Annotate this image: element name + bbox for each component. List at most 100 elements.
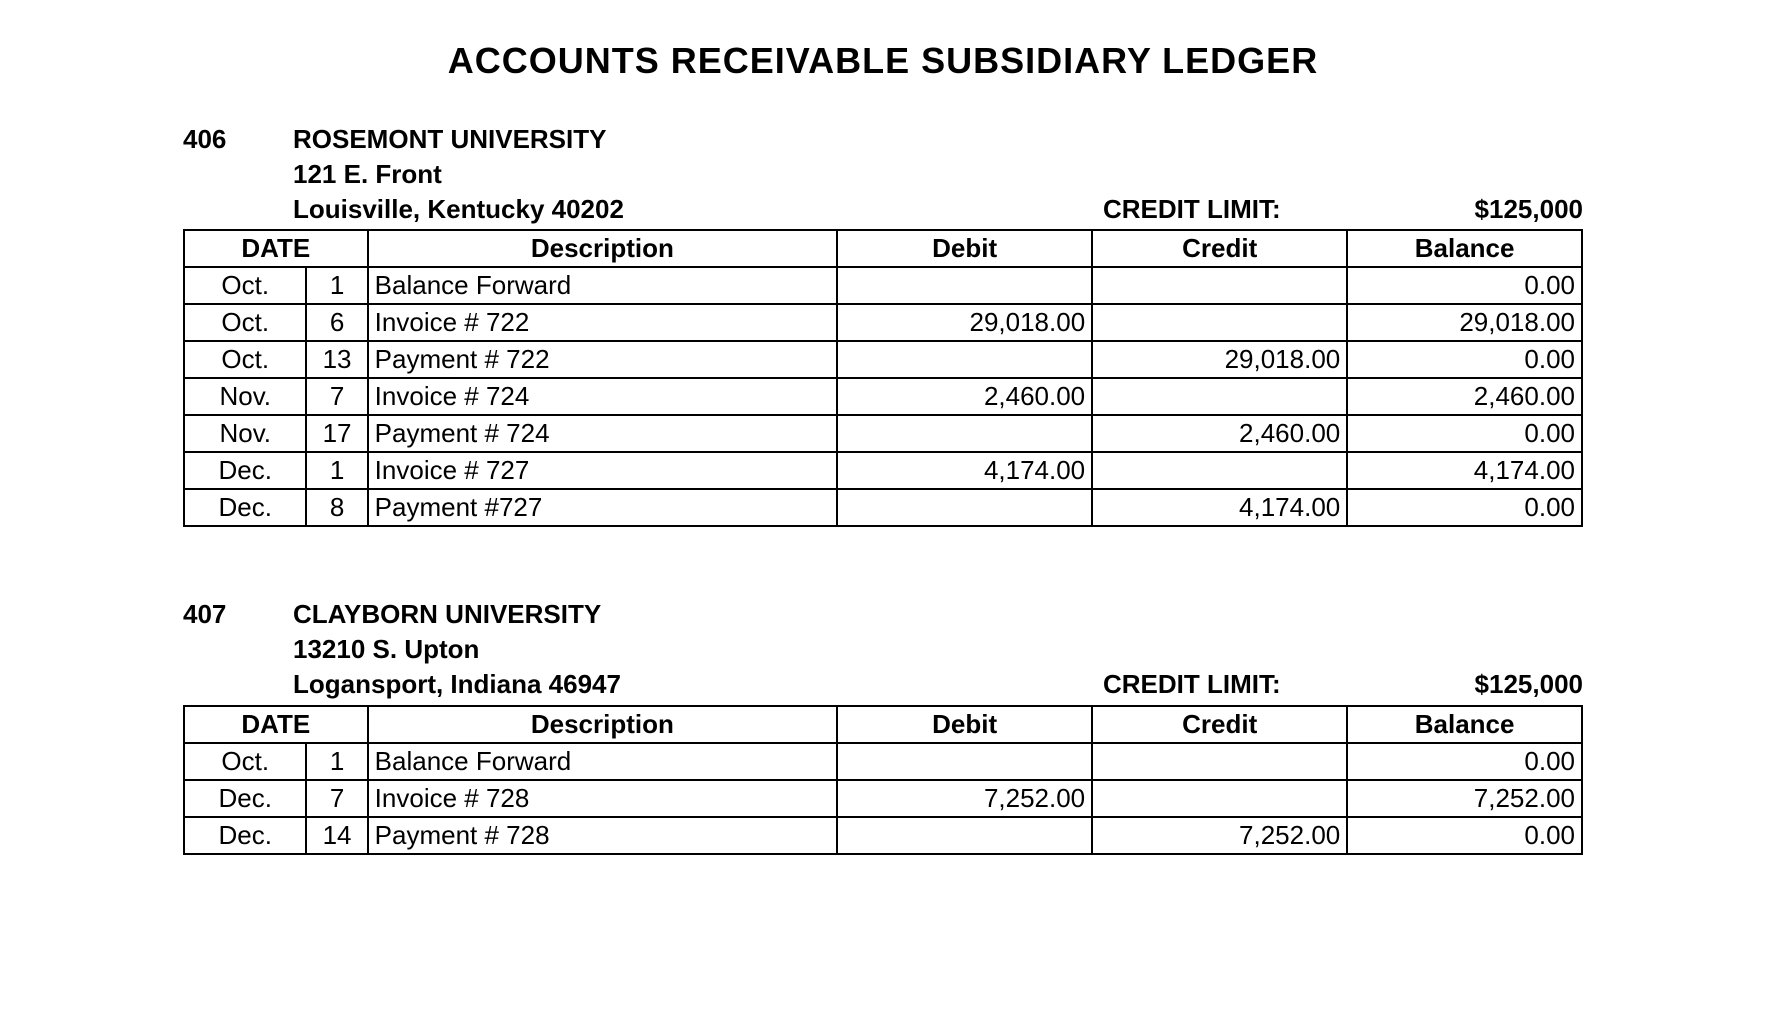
- cell-debit: [837, 743, 1092, 780]
- cell-description: Invoice # 728: [368, 780, 837, 817]
- cell-balance: 4,174.00: [1347, 452, 1582, 489]
- account-number: 407: [183, 597, 293, 702]
- account-block: 407CLAYBORN UNIVERSITY13210 S. UptonLoga…: [183, 597, 1583, 854]
- col-description: Description: [368, 706, 837, 743]
- col-description: Description: [368, 230, 837, 267]
- cell-debit: [837, 267, 1092, 304]
- cell-month: Oct.: [184, 743, 306, 780]
- table-row: Oct.6Invoice # 72229,018.0029,018.00: [184, 304, 1582, 341]
- cell-debit: 7,252.00: [837, 780, 1092, 817]
- credit-limit-label: CREDIT LIMIT:: [1103, 192, 1383, 227]
- cell-description: Payment # 722: [368, 341, 837, 378]
- cell-credit: [1092, 304, 1347, 341]
- cell-balance: 0.00: [1347, 341, 1582, 378]
- table-row: Nov.17Payment # 7242,460.000.00: [184, 415, 1582, 452]
- cell-day: 13: [306, 341, 367, 378]
- account-info: ROSEMONT UNIVERSITY121 E. FrontLouisvill…: [293, 122, 1583, 227]
- credit-limit-row: Louisville, Kentucky 40202CREDIT LIMIT:$…: [293, 192, 1583, 227]
- cell-debit: 2,460.00: [837, 378, 1092, 415]
- cell-month: Dec.: [184, 452, 306, 489]
- col-debit: Debit: [837, 230, 1092, 267]
- cell-day: 1: [306, 267, 367, 304]
- cell-debit: 29,018.00: [837, 304, 1092, 341]
- cell-month: Dec.: [184, 780, 306, 817]
- credit-limit-row: Logansport, Indiana 46947CREDIT LIMIT:$1…: [293, 667, 1583, 702]
- col-credit: Credit: [1092, 230, 1347, 267]
- cell-day: 6: [306, 304, 367, 341]
- cell-debit: 4,174.00: [837, 452, 1092, 489]
- account-street: 121 E. Front: [293, 157, 1583, 192]
- credit-limit-amount: $125,000: [1383, 667, 1583, 702]
- cell-balance: 0.00: [1347, 743, 1582, 780]
- cell-day: 8: [306, 489, 367, 526]
- cell-month: Oct.: [184, 267, 306, 304]
- account-street: 13210 S. Upton: [293, 632, 1583, 667]
- col-credit: Credit: [1092, 706, 1347, 743]
- cell-credit: 4,174.00: [1092, 489, 1347, 526]
- cell-credit: [1092, 780, 1347, 817]
- cell-month: Oct.: [184, 304, 306, 341]
- cell-description: Payment # 724: [368, 415, 837, 452]
- cell-credit: 29,018.00: [1092, 341, 1347, 378]
- account-header: 407CLAYBORN UNIVERSITY13210 S. UptonLoga…: [183, 597, 1583, 702]
- table-row: Dec.8Payment #727 4,174.000.00: [184, 489, 1582, 526]
- table-row: Oct.13Payment # 722 29,018.000.00: [184, 341, 1582, 378]
- col-date: DATE: [184, 706, 368, 743]
- cell-month: Nov.: [184, 415, 306, 452]
- cell-debit: [837, 489, 1092, 526]
- account-block: 406ROSEMONT UNIVERSITY121 E. FrontLouisv…: [183, 122, 1583, 527]
- cell-description: Invoice # 722: [368, 304, 837, 341]
- col-balance: Balance: [1347, 230, 1582, 267]
- table-row: Oct.1Balance Forward 0.00: [184, 267, 1582, 304]
- cell-day: 17: [306, 415, 367, 452]
- account-name: CLAYBORN UNIVERSITY: [293, 597, 1583, 632]
- cell-credit: [1092, 267, 1347, 304]
- cell-day: 7: [306, 780, 367, 817]
- cell-credit: [1092, 378, 1347, 415]
- cell-month: Nov.: [184, 378, 306, 415]
- cell-debit: [837, 817, 1092, 854]
- table-header-row: DATEDescriptionDebitCreditBalance: [184, 230, 1582, 267]
- col-balance: Balance: [1347, 706, 1582, 743]
- cell-description: Balance Forward: [368, 267, 837, 304]
- col-date: DATE: [184, 230, 368, 267]
- cell-credit: [1092, 743, 1347, 780]
- cell-balance: 7,252.00: [1347, 780, 1582, 817]
- credit-limit-amount: $125,000: [1383, 192, 1583, 227]
- ledger-table: DATEDescriptionDebitCreditBalanceOct.1Ba…: [183, 229, 1583, 527]
- account-name: ROSEMONT UNIVERSITY: [293, 122, 1583, 157]
- cell-balance: 0.00: [1347, 267, 1582, 304]
- cell-debit: [837, 341, 1092, 378]
- cell-description: Payment # 728: [368, 817, 837, 854]
- credit-limit-label: CREDIT LIMIT:: [1103, 667, 1383, 702]
- cell-balance: 0.00: [1347, 489, 1582, 526]
- cell-debit: [837, 415, 1092, 452]
- cell-day: 1: [306, 452, 367, 489]
- cell-credit: 2,460.00: [1092, 415, 1347, 452]
- cell-credit: 7,252.00: [1092, 817, 1347, 854]
- table-row: Nov.7Invoice # 7242,460.002,460.00: [184, 378, 1582, 415]
- cell-balance: 2,460.00: [1347, 378, 1582, 415]
- table-row: Dec.7Invoice # 7287,252.007,252.00: [184, 780, 1582, 817]
- cell-balance: 29,018.00: [1347, 304, 1582, 341]
- cell-month: Dec.: [184, 489, 306, 526]
- cell-description: Invoice # 724: [368, 378, 837, 415]
- cell-description: Balance Forward: [368, 743, 837, 780]
- table-header-row: DATEDescriptionDebitCreditBalance: [184, 706, 1582, 743]
- cell-day: 7: [306, 378, 367, 415]
- account-city-state-zip: Logansport, Indiana 46947: [293, 667, 1103, 702]
- account-number: 406: [183, 122, 293, 227]
- accounts-container: 406ROSEMONT UNIVERSITY121 E. FrontLouisv…: [183, 122, 1583, 855]
- cell-credit: [1092, 452, 1347, 489]
- cell-month: Dec.: [184, 817, 306, 854]
- col-debit: Debit: [837, 706, 1092, 743]
- table-row: Dec.14Payment # 7287,252.000.00: [184, 817, 1582, 854]
- table-row: Oct.1Balance Forward0.00: [184, 743, 1582, 780]
- cell-day: 14: [306, 817, 367, 854]
- account-city-state-zip: Louisville, Kentucky 40202: [293, 192, 1103, 227]
- cell-description: Invoice # 727: [368, 452, 837, 489]
- cell-description: Payment #727: [368, 489, 837, 526]
- cell-month: Oct.: [184, 341, 306, 378]
- account-header: 406ROSEMONT UNIVERSITY121 E. FrontLouisv…: [183, 122, 1583, 227]
- page-title: ACCOUNTS RECEIVABLE SUBSIDIARY LEDGER: [183, 40, 1583, 82]
